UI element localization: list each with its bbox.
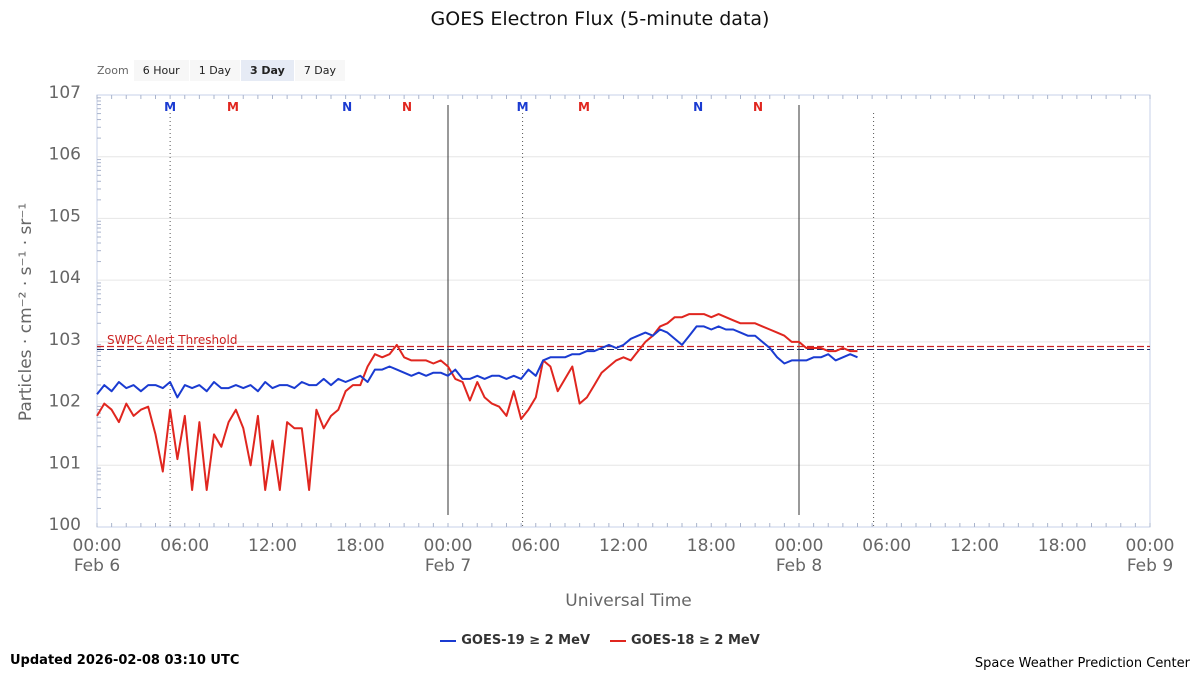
x-tick-date: Feb 7 <box>425 556 471 576</box>
x-tick-date: Feb 9 <box>1127 556 1173 576</box>
x-tick-time: 12:00 <box>599 536 648 556</box>
y-tick-label: 103 <box>49 330 81 350</box>
noon-marker-label: M <box>227 100 239 114</box>
noon-marker-label: M <box>164 100 176 114</box>
x-tick-time: 06:00 <box>160 536 209 556</box>
noon-marker-label: N <box>693 100 703 114</box>
plot-frame <box>96 94 1151 528</box>
zoom-1-day-button[interactable]: 1 Day <box>189 59 240 81</box>
zoom-7-day-button[interactable]: 7 Day <box>294 59 346 81</box>
chart-title: GOES Electron Flux (5-minute data) <box>430 8 770 30</box>
y-tick-label: 102 <box>49 392 81 412</box>
y-axis-title: Particles · cm⁻² · s⁻¹ · sr⁻¹ <box>16 203 36 421</box>
threshold-label: SWPC Alert Threshold <box>107 333 237 347</box>
x-tick-time: 06:00 <box>511 536 560 556</box>
legend-swatch-goes18 <box>610 639 626 642</box>
noon-marker-label: N <box>753 100 763 114</box>
zoom-controls: Zoom 6 Hour 1 Day 3 Day 7 Day <box>97 59 346 81</box>
updated-timestamp: Updated 2026-02-08 03:10 UTC <box>10 653 240 668</box>
legend-label-goes19: GOES-19 ≥ 2 MeV <box>461 633 590 648</box>
credit-text: Space Weather Prediction Center <box>974 656 1190 671</box>
x-tick-time: 12:00 <box>248 536 297 556</box>
zoom-label: Zoom <box>97 63 129 77</box>
x-axis-title: Universal Time <box>565 591 691 611</box>
x-tick-time: 18:00 <box>336 536 385 556</box>
y-tick-label: 105 <box>49 206 81 226</box>
legend-swatch-goes19 <box>440 639 457 642</box>
x-tick-date: Feb 6 <box>74 556 120 576</box>
x-tick-time: 00:00 <box>1126 536 1175 556</box>
x-tick-time: 00:00 <box>73 536 122 556</box>
series-line-goes-18-2-mev <box>96 313 858 491</box>
y-tick-label: 106 <box>49 145 81 165</box>
x-tick-time: 06:00 <box>862 536 911 556</box>
x-tick-time: 18:00 <box>687 536 736 556</box>
x-tick-time: 12:00 <box>950 536 999 556</box>
noon-marker-label: M <box>517 100 529 114</box>
zoom-6-hour-button[interactable]: 6 Hour <box>133 59 189 81</box>
y-tick-label: 100 <box>49 515 81 535</box>
x-tick-time: 00:00 <box>424 536 473 556</box>
noon-marker-label: N <box>402 100 412 114</box>
y-tick-label: 104 <box>49 268 81 288</box>
y-tick-label: 107 <box>49 83 81 103</box>
y-tick-label: 101 <box>49 453 81 473</box>
x-tick-date: Feb 8 <box>776 556 822 576</box>
series-line-goes-19-2-mev <box>96 325 858 399</box>
noon-marker-label: M <box>578 100 590 114</box>
noon-marker-label: N <box>342 100 352 114</box>
legend-item-goes19[interactable]: GOES-19 ≥ 2 MeV <box>440 633 590 648</box>
x-tick-time: 00:00 <box>775 536 824 556</box>
legend-label-goes18: GOES-18 ≥ 2 MeV <box>631 633 760 648</box>
x-tick-time: 18:00 <box>1038 536 1087 556</box>
legend-item-goes18[interactable]: GOES-18 ≥ 2 MeV <box>610 633 760 648</box>
zoom-3-day-button[interactable]: 3 Day <box>240 59 294 81</box>
legend: GOES-19 ≥ 2 MeV GOES-18 ≥ 2 MeV <box>0 633 1200 648</box>
